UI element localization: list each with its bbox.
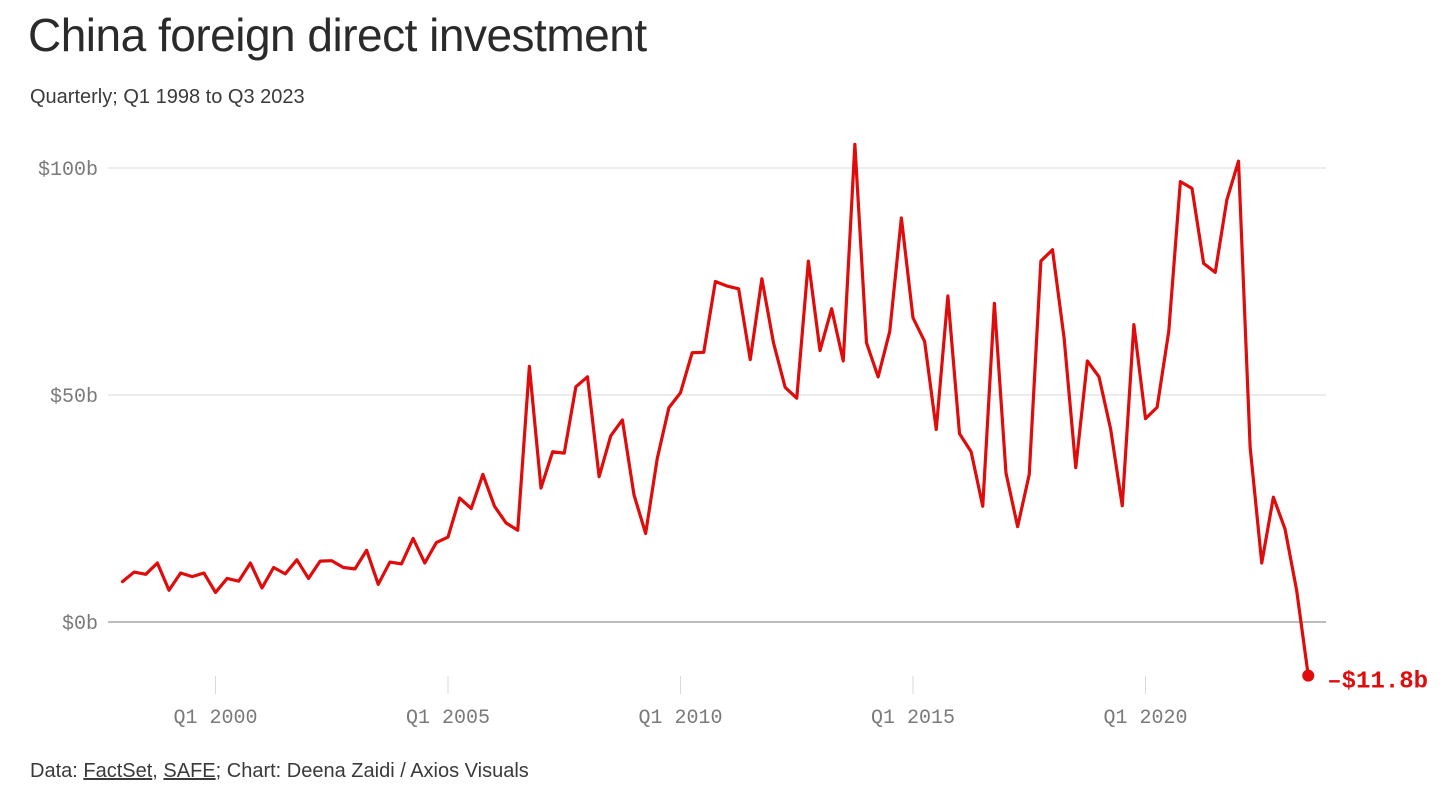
chart-subtitle: Quarterly; Q1 1998 to Q3 2023: [30, 86, 305, 108]
x-tick-label: Q1 2020: [1103, 707, 1187, 730]
y-tick-label: $100b: [38, 159, 98, 182]
source-credit: Data: FactSet, SAFE; Chart: Deena Zaidi …: [30, 760, 529, 783]
footer-suffix: ; Chart: Deena Zaidi / Axios Visuals: [215, 760, 529, 782]
x-tick-label: Q1 2000: [173, 707, 257, 730]
fdi-series-line: [120, 142, 1310, 678]
footer-separator: ,: [152, 760, 164, 782]
x-tick-label: Q1 2015: [871, 707, 955, 730]
x-tick-label: Q1 2005: [406, 707, 490, 730]
factset-link[interactable]: FactSet: [83, 760, 153, 782]
y-tick-label: $0b: [62, 613, 98, 636]
y-tick-label: $50b: [50, 386, 98, 409]
safe-link[interactable]: SAFE: [163, 760, 216, 782]
footer-prefix: Data:: [30, 760, 84, 782]
last-value-point: [1302, 669, 1315, 682]
chart-title: China foreign direct investment: [28, 9, 647, 61]
last-value-label: –$11.8b: [1327, 669, 1428, 696]
x-tick-label: Q1 2010: [638, 707, 722, 730]
